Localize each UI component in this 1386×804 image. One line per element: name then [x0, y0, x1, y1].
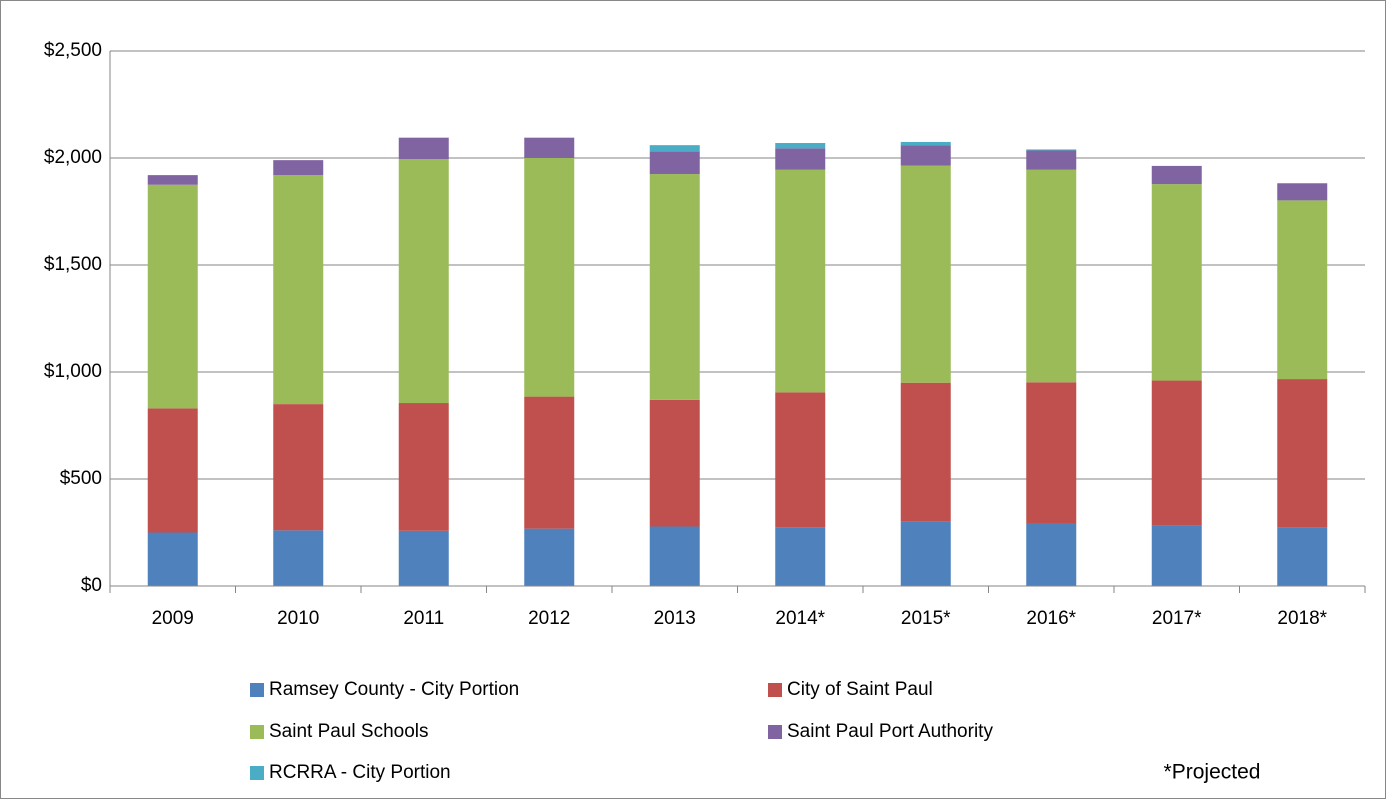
x-tick-label: 2011	[403, 608, 444, 629]
bar-segment	[524, 396, 575, 529]
legend-label: Ramsey County - City Portion	[269, 679, 519, 700]
bar-segment	[398, 403, 449, 531]
legend-swatch	[250, 683, 264, 697]
bar-segment	[1151, 525, 1202, 586]
x-tick-label: 2018*	[1277, 608, 1327, 629]
bar-segment	[1151, 380, 1202, 526]
bar-segment	[1277, 183, 1328, 201]
legend-label: Saint Paul Schools	[269, 721, 429, 742]
bar-segment	[273, 160, 324, 176]
bar-segment	[273, 175, 324, 405]
bar-segment	[1026, 169, 1077, 383]
bar-segment	[900, 521, 951, 586]
legend-label: City of Saint Paul	[787, 679, 933, 700]
legend-swatch	[768, 683, 782, 697]
annotation: *Projected	[1164, 761, 1261, 784]
bar-segment	[147, 184, 198, 409]
bar-segment	[398, 159, 449, 404]
legend-swatch	[250, 725, 264, 739]
x-tick-label: 2014*	[775, 608, 825, 629]
x-tick-label: 2009	[152, 608, 194, 629]
bar-segment	[273, 404, 324, 531]
bar-segment	[649, 526, 700, 586]
bar-segment	[900, 141, 951, 146]
y-tick-label: $0	[81, 575, 102, 596]
bar-segment	[775, 527, 826, 586]
bar-segment	[1277, 200, 1328, 380]
bar-segment	[398, 530, 449, 586]
y-tick-label: $2,500	[44, 40, 102, 61]
bar-segment	[147, 408, 198, 533]
bar-segment	[775, 143, 826, 149]
bar-segment	[649, 399, 700, 527]
bar-segment	[775, 392, 826, 528]
bar-segment	[775, 169, 826, 393]
x-tick-label: 2016*	[1026, 608, 1076, 629]
bar-segment	[1277, 527, 1328, 586]
bar-segment	[649, 145, 700, 152]
bar-segment	[147, 532, 198, 586]
bar-segment	[273, 530, 324, 586]
y-tick-label: $500	[60, 468, 102, 489]
y-tick-label: $2,000	[44, 147, 102, 168]
x-tick-label: 2015*	[901, 608, 951, 629]
x-tick-label: 2017*	[1152, 608, 1202, 629]
bar-segment	[524, 158, 575, 397]
bar-segment	[900, 382, 951, 522]
legend-label: Saint Paul Port Authority	[787, 721, 993, 742]
bar-segment	[1026, 382, 1077, 524]
bar-segment	[900, 145, 951, 166]
bar-segment	[1026, 150, 1077, 170]
bar-segment	[524, 528, 575, 586]
bar-segment	[1151, 184, 1202, 381]
legend-swatch	[768, 725, 782, 739]
y-tick-label: $1,500	[44, 254, 102, 275]
bar-segment	[900, 165, 951, 383]
bar-segment	[1026, 523, 1077, 586]
bar-segment	[1026, 149, 1077, 151]
bar-segment	[147, 175, 198, 185]
x-tick-label: 2012	[528, 608, 570, 629]
y-tick-label: $1,000	[44, 361, 102, 382]
legend-swatch	[250, 766, 264, 780]
bar-segment	[649, 151, 700, 175]
x-tick-label: 2010	[277, 608, 319, 629]
x-tick-label: 2013	[654, 608, 696, 629]
bar-segment	[649, 174, 700, 400]
bar-segment	[524, 137, 575, 158]
bar-segment	[1151, 165, 1202, 185]
bar-segment	[775, 148, 826, 170]
bar-segment	[1277, 379, 1328, 528]
legend-label: RCRRA - City Portion	[269, 762, 451, 783]
bar-segment	[398, 137, 449, 160]
